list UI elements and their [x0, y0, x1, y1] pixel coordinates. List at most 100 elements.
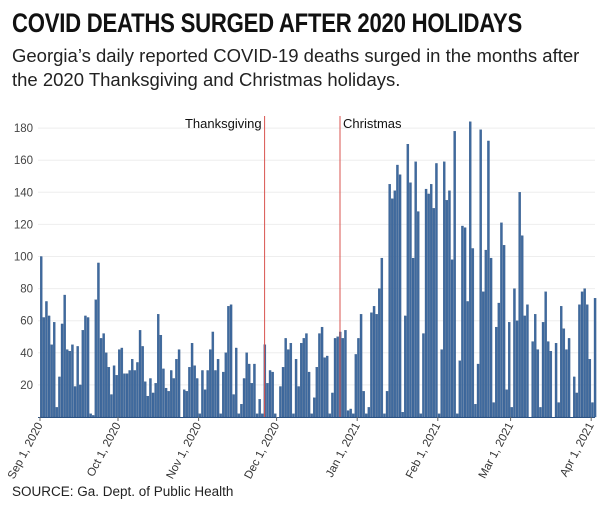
x-tick-label: Jan 1, 2021: [324, 421, 363, 480]
y-tick-label: 20: [20, 380, 33, 392]
source-note: SOURCE: Ga. Dept. of Public Health: [12, 484, 234, 499]
y-tick-label: 180: [14, 123, 33, 135]
bar: [66, 349, 69, 418]
y-tick-label: 160: [14, 155, 33, 167]
bar: [430, 184, 433, 418]
y-tick-label: 140: [14, 187, 33, 199]
bar: [211, 331, 215, 418]
bar: [198, 413, 202, 418]
bar: [320, 326, 324, 418]
bar: [102, 333, 105, 418]
bar: [307, 371, 311, 418]
bar: [60, 323, 64, 418]
bar: [518, 192, 521, 418]
bar: [448, 190, 451, 418]
bar: [149, 378, 152, 418]
bar: [333, 338, 337, 418]
bar: [432, 208, 436, 418]
bar: [193, 365, 196, 418]
bar: [461, 225, 464, 418]
bar: [94, 299, 98, 418]
bar: [300, 343, 303, 418]
bar: [487, 140, 490, 418]
bar: [588, 359, 592, 418]
bar: [128, 370, 131, 418]
bar: [40, 256, 43, 418]
bar: [274, 413, 277, 418]
bar: [209, 349, 212, 418]
bar: [341, 338, 345, 418]
bar: [492, 402, 495, 418]
bar: [84, 315, 87, 418]
bar: [79, 384, 82, 418]
bar: [573, 376, 576, 418]
bar: [388, 184, 391, 418]
bar: [346, 410, 350, 418]
annotations: Thanksgiving Christmas: [185, 116, 402, 417]
bar: [513, 288, 516, 418]
y-tick-label: 120: [14, 219, 33, 231]
bar: [502, 245, 506, 418]
x-tick-label: Mar 1, 2021: [477, 421, 516, 481]
bar: [565, 349, 568, 418]
bar: [292, 413, 295, 418]
bar: [89, 413, 92, 418]
bar: [318, 333, 321, 418]
bar: [206, 370, 209, 418]
bar: [55, 407, 59, 418]
bar: [229, 304, 233, 418]
bar: [560, 306, 563, 418]
bar: [112, 365, 116, 418]
bar: [294, 359, 298, 418]
bar: [305, 333, 308, 418]
bar: [235, 347, 238, 418]
chart-title: COVID DEATHS SURGED AFTER 2020 HOLIDAYS: [12, 8, 522, 38]
x-tick-label: Oct 1, 2020: [85, 421, 124, 479]
bar: [188, 367, 191, 418]
bar: [427, 193, 430, 418]
bar: [352, 413, 355, 418]
bar: [261, 413, 264, 418]
bar: [567, 338, 571, 418]
y-axis: 20 40 60 80 100 120 140 160 180: [14, 123, 33, 392]
bar: [201, 370, 204, 418]
bar: [500, 222, 503, 418]
bar: [450, 259, 454, 418]
bar: [372, 306, 376, 418]
bar: [73, 386, 77, 418]
bar: [536, 349, 540, 418]
bar: [508, 322, 511, 418]
bar: [183, 389, 186, 418]
gridlines: [38, 127, 595, 386]
bar: [68, 351, 72, 418]
bar: [255, 413, 259, 418]
bar: [240, 404, 243, 418]
bar: [495, 326, 498, 418]
bar: [396, 164, 399, 418]
bar: [250, 383, 254, 418]
bar: [196, 378, 199, 418]
bar: [510, 407, 514, 418]
bar: [344, 330, 347, 418]
bar: [131, 359, 134, 418]
bar: [159, 334, 163, 418]
bar: [42, 317, 46, 418]
bar: [359, 314, 363, 418]
y-tick-label: 80: [20, 284, 33, 296]
bar: [175, 359, 178, 418]
bar: [456, 413, 459, 418]
bar: [362, 391, 365, 418]
bar: [370, 312, 373, 418]
bar: [419, 413, 423, 418]
bar: [97, 262, 100, 418]
bar: [489, 257, 493, 418]
annotation-label: Christmas: [343, 116, 402, 131]
bar: [268, 370, 272, 418]
bar: [242, 378, 246, 418]
bar: [302, 338, 306, 418]
bar: [63, 294, 66, 418]
bar: [445, 200, 449, 418]
bar: [164, 387, 168, 418]
bar: [404, 315, 407, 418]
bar: [443, 161, 446, 418]
